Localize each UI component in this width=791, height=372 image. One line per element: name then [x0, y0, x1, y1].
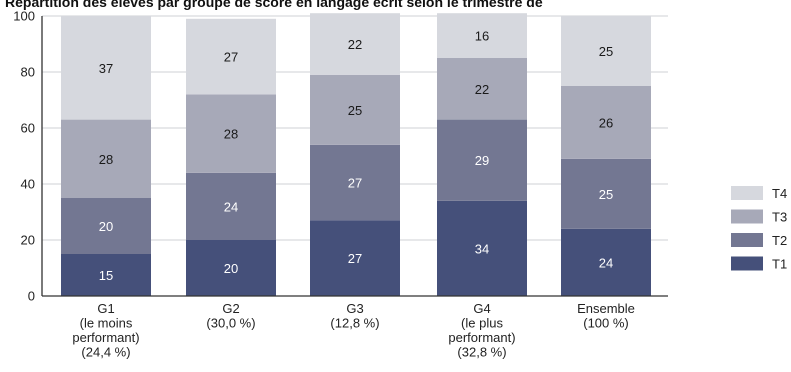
x-category-label: performant): [72, 330, 139, 345]
bar-segment: [310, 13, 400, 75]
bar-segment: [437, 200, 527, 296]
x-category-label: (le moins: [80, 316, 133, 331]
x-category-label: G4: [473, 301, 490, 316]
y-tick-label: 40: [21, 177, 35, 192]
bar-segment: [61, 16, 151, 120]
bars: 15 20 28 37 20 24 28 27 27 27 25 22 34 29 22 16 24 25 26 25: [61, 13, 651, 296]
legend-swatch: [731, 186, 763, 200]
data-label: 25: [348, 103, 362, 118]
bar-segment: [310, 220, 400, 296]
data-label: 24: [599, 255, 613, 270]
y-tick-label: 0: [28, 289, 35, 304]
bar-segment: [310, 144, 400, 221]
data-label: 28: [99, 152, 113, 167]
data-label: 22: [348, 37, 362, 52]
bar-segment: [186, 94, 276, 173]
x-category-label: G2: [222, 301, 239, 316]
legend-swatch: [731, 233, 763, 247]
bar-segment: [561, 158, 651, 229]
data-label: 29: [475, 153, 489, 168]
bar-segment: [61, 119, 151, 198]
legend-label: T3: [772, 210, 787, 225]
y-tick-label: 100: [13, 9, 35, 24]
data-label: 27: [348, 251, 362, 266]
y-tick-label: 80: [21, 65, 35, 80]
bar-segment: [437, 119, 527, 201]
x-category-label: (30,0 %): [206, 316, 255, 331]
x-category-label: (le plus: [461, 316, 503, 331]
x-category-label: Ensemble: [577, 301, 635, 316]
legend-label: T4: [772, 186, 787, 201]
bar-segment: [437, 13, 527, 58]
data-label: 25: [599, 187, 613, 202]
bar-segment: [61, 254, 151, 296]
data-label: 27: [224, 50, 238, 65]
bar-segment: [561, 86, 651, 159]
legend-label: T2: [772, 233, 787, 248]
bar-segment: [61, 198, 151, 254]
legend-swatch: [731, 256, 763, 271]
y-tick-label: 20: [21, 233, 35, 248]
data-label: 27: [348, 176, 362, 191]
x-category-label: (100 %): [583, 316, 629, 331]
x-category-label: (24,4 %): [81, 345, 130, 360]
data-label: 22: [475, 82, 489, 97]
data-label: 26: [599, 115, 613, 130]
bar-segment: [310, 74, 400, 145]
data-label: 20: [224, 261, 238, 276]
data-label: 16: [475, 29, 489, 44]
data-label: 34: [475, 241, 489, 256]
bar-segment: [561, 228, 651, 296]
data-label: 37: [99, 61, 113, 76]
chart-title: Répartition des élèves par groupe de sco…: [5, 0, 543, 10]
data-label: 15: [99, 268, 113, 283]
bar-segment: [186, 240, 276, 296]
data-label: 24: [224, 199, 238, 214]
data-label: 25: [599, 44, 613, 59]
data-label: 20: [99, 219, 113, 234]
legend: T4 T3 T2 T1: [731, 186, 787, 272]
x-category-label: G3: [346, 301, 363, 316]
bar-segment: [561, 16, 651, 86]
bar-segment: [186, 172, 276, 240]
y-tick-label: 60: [21, 121, 35, 136]
x-category-label: (12,8 %): [330, 316, 379, 331]
legend-label: T1: [772, 257, 787, 272]
data-label: 28: [224, 127, 238, 142]
x-category-label: G1: [97, 301, 114, 316]
legend-swatch: [731, 209, 763, 224]
x-category-label: performant): [448, 330, 515, 345]
bar-segment: [437, 58, 527, 120]
x-category-label: (32,8 %): [457, 345, 506, 360]
bar-segment: [186, 18, 276, 95]
